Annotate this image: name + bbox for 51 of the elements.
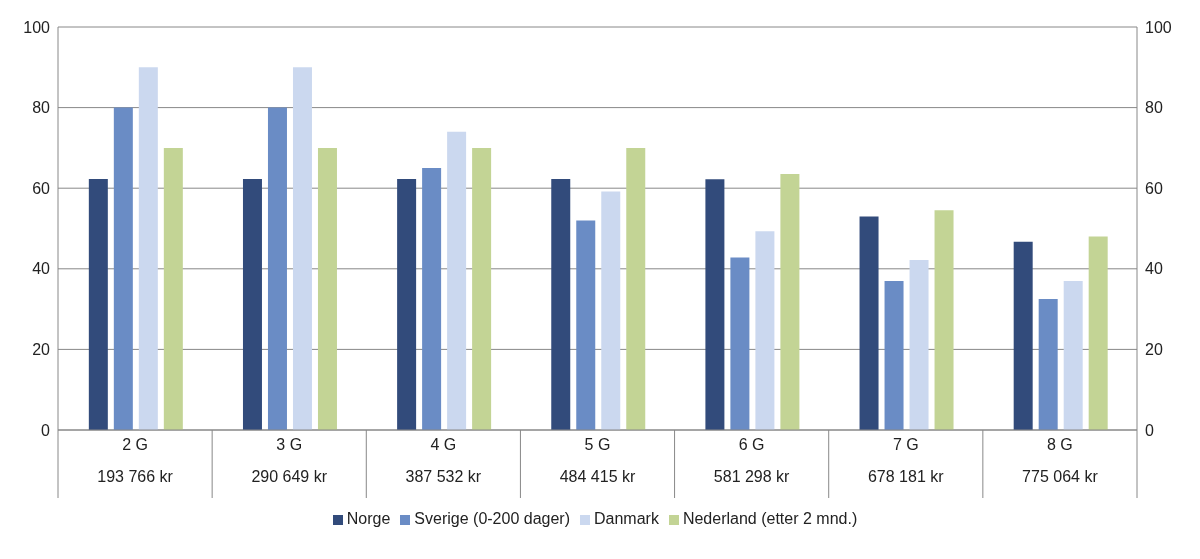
y-tick-label: 60: [32, 179, 51, 197]
bar: [859, 216, 879, 430]
bar: [934, 210, 954, 430]
bar: [884, 280, 904, 430]
y-tick-label: 80: [32, 99, 51, 117]
x-tick-label: 2 G 193 766 kr: [97, 436, 174, 485]
legend-label: Nederland (etter 2 mnd.): [682, 510, 858, 527]
legend-label: Danmark: [594, 510, 659, 527]
y2-tick-label: 20: [1145, 341, 1163, 359]
bar: [267, 107, 287, 430]
bar: [163, 147, 183, 430]
bar: [780, 174, 800, 430]
x-tick-label: 3 G 290 649 kr: [251, 436, 328, 485]
bar: [705, 179, 725, 430]
bar: [422, 168, 442, 430]
bar: [909, 259, 929, 430]
legend-label: Sverige (0-200 dager): [414, 510, 570, 527]
x-tick-label: 5 G 484 415 kr: [559, 436, 636, 485]
bar: [1013, 241, 1033, 430]
bar: [1088, 236, 1108, 430]
y-tick-label: 100: [23, 18, 51, 36]
x-tick-label: 6 G 581 298 kr: [713, 436, 791, 485]
y-tick-label: 0: [41, 421, 51, 439]
y-tick-label: 20: [32, 341, 51, 359]
bar: [242, 178, 262, 430]
legend-label: Norge: [346, 510, 391, 527]
x-tick-label: 7 G 678 181 kr: [867, 436, 945, 485]
y-tick-label: 40: [32, 260, 51, 278]
bar: [397, 178, 417, 430]
bar: [626, 147, 646, 430]
bar: [730, 257, 750, 430]
x-tick-label: 4 G 387 532 kr: [405, 436, 482, 485]
bar: [317, 147, 337, 430]
bar: [755, 231, 775, 430]
bar: [576, 220, 596, 430]
y2-tick-label: 80: [1145, 99, 1163, 117]
y2-tick-label: 100: [1145, 18, 1172, 36]
bar: [1063, 280, 1083, 430]
x-tick-label: 8 G 775 064 kr: [1022, 436, 1099, 485]
bar: [551, 178, 571, 430]
bar: [113, 107, 133, 430]
bar: [1038, 299, 1058, 430]
bar: [601, 191, 621, 430]
y2-tick-label: 60: [1145, 179, 1163, 197]
y2-tick-label: 0: [1145, 421, 1154, 439]
bar: [88, 178, 108, 430]
bar: [138, 67, 158, 430]
bar: [292, 67, 312, 430]
bar: [447, 131, 467, 430]
bar: [472, 147, 492, 430]
y2-tick-label: 40: [1145, 260, 1163, 278]
